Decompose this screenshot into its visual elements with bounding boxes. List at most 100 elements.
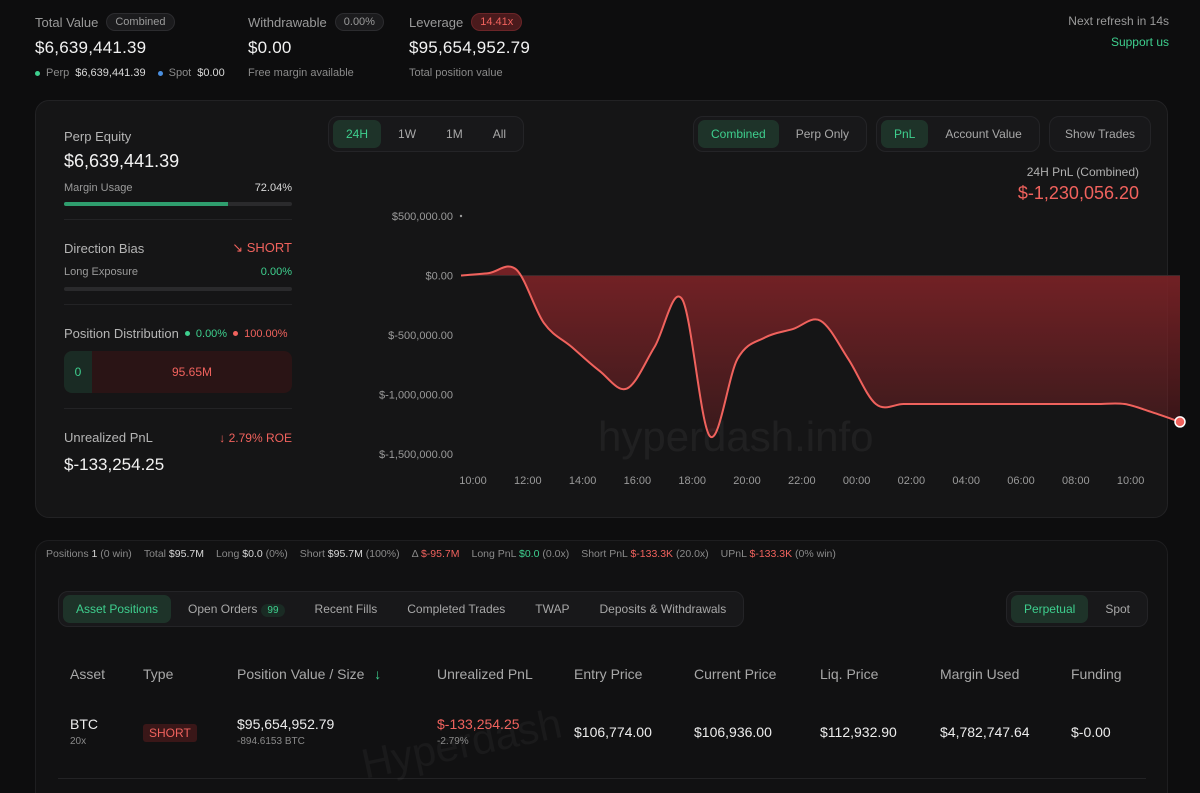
refresh-timer: Next refresh in 14s [1068, 14, 1169, 28]
col-margin-used[interactable]: Margin Used [940, 666, 1020, 682]
short-bias-indicator: ↘ SHORT [232, 240, 292, 256]
total-value: $6,639,441.39 [35, 38, 147, 57]
x-tick-label: 14:00 [569, 475, 597, 487]
long-exposure-bar [64, 287, 292, 291]
margin-usage-value: 72.04% [254, 182, 292, 194]
pnl-chart[interactable]: hyperdash.info $500,000.00 $0.00 $-500,000… [328, 201, 1186, 501]
short-pct: 100.00% [244, 327, 288, 340]
x-tick-label: 08:00 [1062, 475, 1090, 487]
long-exposure-label: Long Exposure [64, 266, 138, 278]
strip-short-pct: (100%) [365, 548, 400, 560]
strip-total: Total $95.7M [144, 548, 204, 560]
chart-value: $-1,230,056.20 [1017, 183, 1139, 203]
position-tabs: Asset Positions Open Orders 99 Recent Fil… [58, 591, 745, 627]
y-tick-label: $500,000.00 [392, 211, 453, 223]
cell-asset: BTC 20x [70, 716, 98, 747]
x-tick-label: 06:00 [1007, 475, 1035, 487]
upnl-value: $-133,254.25 [437, 716, 520, 732]
strip-long-pnl-label: Long PnL [471, 548, 517, 560]
y-tick-label: $-500,000.00 [388, 330, 453, 342]
short-dot-icon [233, 331, 239, 336]
sort-down-icon[interactable]: ↓ [374, 666, 382, 682]
short-segment: 95.65M [171, 365, 213, 379]
market-toggle: Perpetual Spot [1005, 591, 1148, 627]
strip-delta-value: $-95.7M [420, 548, 460, 560]
spot-dot-icon [157, 70, 163, 76]
tab-open-orders[interactable]: Open Orders 99 [175, 595, 298, 623]
scope-toggle: Combined Perp Only [693, 116, 868, 152]
y-tick-label: $-1,000,000.00 [379, 390, 453, 402]
leverage-sub: Total position value [409, 67, 503, 79]
tab-completed-trades[interactable]: Completed Trades [407, 602, 506, 616]
positions-summary-strip: Positions 1 (0 win) Total $95.7M Long $0… [46, 548, 836, 560]
col-liq-price[interactable]: Liq. Price [820, 666, 879, 682]
upnl-pct: -2.79% [437, 736, 469, 747]
range-24h[interactable]: 24H [333, 120, 382, 148]
unrealized-row: Unrealized PnL ↓ 2.79% ROE [64, 430, 292, 445]
total-value-label: Total Value [35, 14, 99, 30]
x-tick-label: 10:00 [1117, 475, 1145, 487]
col-funding[interactable]: Funding [1071, 666, 1122, 682]
distribution-row: Position Distribution 0.00% 100.00% [64, 326, 292, 341]
col-entry-price[interactable]: Entry Price [574, 666, 643, 682]
strip-total-value: $95.7M [168, 548, 204, 560]
col-unrealized-pnl[interactable]: Unrealized PnL [437, 666, 533, 682]
strip-positions-count: 1 [91, 548, 98, 560]
tab-recent-fills[interactable]: Recent Fills [314, 602, 378, 616]
spot-label: Spot [168, 67, 192, 79]
asset-symbol: BTC [70, 716, 98, 732]
col-type[interactable]: Type [143, 666, 174, 682]
withdrawable-label: Withdrawable [248, 14, 327, 30]
direction-title: Direction Bias [64, 240, 145, 256]
support-link[interactable]: Support us [1110, 35, 1169, 49]
position-value: $95,654,952.79 [237, 716, 335, 732]
strip-long-pct: (0%) [265, 548, 288, 560]
strip-delta: Δ $-95.7M [412, 548, 460, 560]
cell-current-price: $106,936.00 [694, 724, 772, 740]
perp-dot-icon [35, 70, 40, 76]
withdrawable-sub: Free margin available [248, 67, 354, 79]
col-position-value[interactable]: Position Value / Size ↓ [237, 666, 381, 682]
combined-pill[interactable]: Combined [106, 13, 175, 31]
perp-equity-section: Perp Equity $6,639,441.39 Margin Usage 7… [64, 129, 292, 206]
x-tick-label: 04:00 [952, 475, 980, 487]
withdrawable-value: $0.00 [248, 38, 292, 57]
strip-positions: Positions 1 (0 win) [46, 548, 132, 560]
metric-account-value[interactable]: Account Value [945, 127, 1022, 141]
margin-usage-label: Margin Usage [64, 182, 133, 194]
range-toggle: 24H 1W 1M All [328, 116, 525, 152]
pnl-area [461, 266, 1180, 438]
margin-usage-bar [64, 202, 292, 206]
tab-twap[interactable]: TWAP [535, 602, 570, 616]
leverage-pill: 14.41x [471, 13, 523, 31]
direction-row: Direction Bias ↘ SHORT [64, 240, 292, 256]
tab-asset-positions[interactable]: Asset Positions [63, 595, 172, 623]
cell-position-value: $95,654,952.79 -894.6153 BTC [237, 716, 334, 747]
strip-total-label: Total [143, 548, 166, 560]
strip-delta-label: Δ [411, 548, 419, 560]
range-1w[interactable]: 1W [398, 127, 417, 141]
scope-combined[interactable]: Combined [698, 120, 779, 148]
col-asset[interactable]: Asset [70, 666, 106, 682]
leverage-label: Leverage [409, 14, 464, 30]
strip-long-value: $0.0 [242, 548, 263, 560]
scope-perp-only[interactable]: Perp Only [795, 127, 850, 141]
range-all[interactable]: All [492, 127, 507, 141]
market-perpetual[interactable]: Perpetual [1010, 595, 1089, 623]
unrealized-title: Unrealized PnL [64, 430, 153, 445]
tab-deposits-withdrawals[interactable]: Deposits & Withdrawals [599, 602, 727, 616]
arrow-down-icon: ↓ [219, 430, 226, 445]
margin-usage-row: Margin Usage 72.04% [64, 182, 292, 194]
metric-toggle: PnL Account Value [876, 116, 1040, 152]
cell-margin-used: $4,782,747.64 [940, 724, 1030, 740]
pnl-line [460, 265, 1181, 438]
cell-liq-price: $112,932.90 [820, 724, 897, 740]
strip-positions-win: (0 win) [100, 548, 132, 560]
market-spot[interactable]: Spot [1105, 602, 1130, 616]
show-trades-button[interactable]: Show Trades [1065, 127, 1136, 141]
strip-short-value: $95.7M [327, 548, 363, 560]
cell-funding: $-0.00 [1071, 724, 1111, 740]
col-current-price[interactable]: Current Price [694, 666, 777, 682]
metric-pnl[interactable]: PnL [881, 120, 929, 148]
range-1m[interactable]: 1M [446, 127, 463, 141]
